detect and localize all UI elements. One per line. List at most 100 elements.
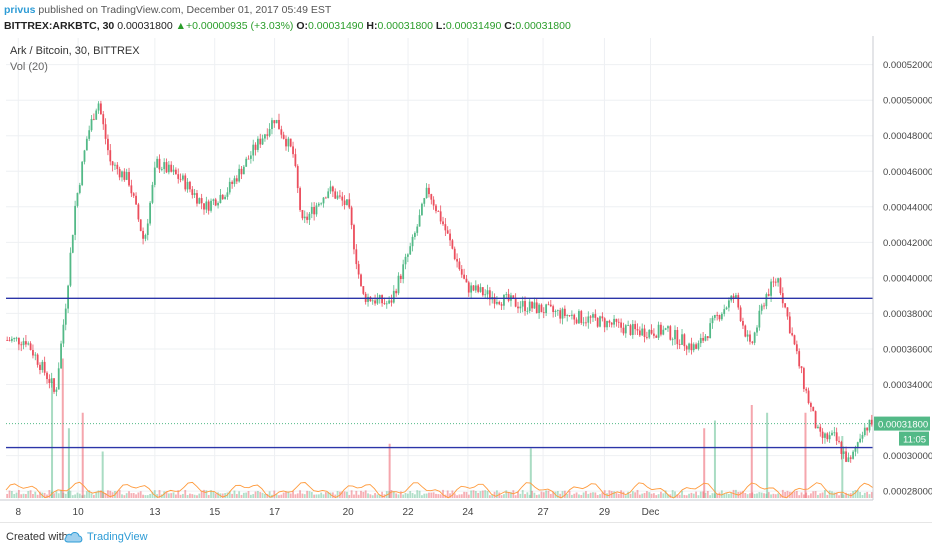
candle-body	[278, 119, 280, 130]
volume-bar	[287, 491, 290, 498]
candle-body	[758, 310, 761, 328]
candle-body	[697, 343, 700, 349]
countdown-label: 11:05	[903, 435, 926, 446]
candle-body	[128, 172, 130, 186]
candle-body	[634, 324, 637, 330]
candle-body	[317, 203, 320, 206]
volume-bar	[587, 493, 590, 498]
created-with-text: Created with	[6, 531, 68, 543]
candle-body	[62, 324, 65, 344]
volume-bar	[331, 492, 334, 498]
volume-bar	[685, 495, 688, 498]
candle-body	[676, 329, 679, 345]
candle-body	[699, 337, 702, 344]
y-tick-label: 0.00036000	[883, 344, 932, 355]
candle-body	[624, 325, 627, 334]
volume-bar	[378, 494, 381, 498]
horizontal-lines[interactable]	[6, 297, 873, 449]
author-link[interactable]: privus	[4, 4, 36, 16]
candle-body	[756, 327, 758, 333]
volume-bar	[92, 494, 95, 498]
candle-body	[706, 336, 709, 339]
candle-body	[585, 322, 587, 324]
volume-bar	[592, 492, 594, 498]
candle-body	[409, 246, 412, 255]
volume-bar	[83, 494, 86, 498]
candle-body	[397, 275, 400, 294]
volume-spike	[81, 412, 84, 498]
candle-body	[207, 201, 210, 211]
volume-bar	[727, 493, 730, 498]
volume-bar	[341, 491, 344, 498]
volume-bar	[322, 494, 325, 498]
volume-bar	[39, 491, 41, 498]
volume-bar	[831, 491, 833, 498]
candle-body	[599, 316, 601, 327]
volume-bar	[519, 493, 522, 498]
candle-body	[556, 310, 559, 312]
candle-body	[228, 181, 231, 193]
candle-body	[645, 336, 648, 338]
candle-body	[69, 252, 72, 286]
volume-bar	[819, 493, 822, 498]
candle-body	[791, 333, 794, 336]
candle-body	[334, 191, 337, 199]
volume-bar	[758, 492, 761, 498]
tradingview-cloud-icon[interactable]	[64, 530, 84, 544]
volume-bar	[655, 495, 658, 498]
candle-body	[78, 185, 81, 193]
tradingview-link[interactable]: TradingView	[87, 531, 148, 543]
x-tick-label: 29	[599, 507, 611, 518]
volume-bar	[240, 494, 243, 498]
volume-bar	[85, 491, 88, 498]
candle-body	[242, 166, 245, 175]
candle-body	[784, 303, 787, 308]
candle-body	[430, 194, 433, 200]
volume-bar	[355, 490, 358, 498]
candle-body	[826, 433, 829, 440]
candle-body	[121, 171, 123, 178]
candle-body	[568, 315, 571, 316]
price-chart[interactable]: 0.00052000 0.00050000 0.00048000 0.00046000…	[0, 36, 932, 522]
volume-bar	[191, 494, 194, 498]
volume-bar	[491, 494, 494, 498]
candle-body	[355, 249, 358, 265]
candle-body	[692, 344, 695, 351]
volume-bar	[259, 492, 262, 498]
candle-body	[503, 294, 505, 306]
volume-bar	[163, 491, 166, 498]
candle-body	[435, 205, 437, 212]
candle-body	[339, 195, 341, 197]
volume-bar	[254, 491, 257, 498]
candle-body	[413, 232, 416, 237]
candle-body	[582, 322, 585, 324]
volume-bar	[756, 493, 758, 498]
candle-body	[146, 223, 149, 236]
volume-bar	[214, 493, 217, 498]
candle-body	[580, 311, 583, 323]
current-price: 0.00031800	[117, 20, 173, 32]
candle-body	[50, 378, 53, 383]
candle-body	[470, 285, 473, 293]
candle-body	[594, 314, 597, 318]
candle-body	[76, 192, 79, 206]
candle-body	[46, 372, 48, 380]
volume-bar	[245, 492, 248, 498]
volume-bar	[629, 493, 632, 498]
volume-bar	[568, 490, 571, 498]
last-price-tag	[874, 416, 930, 431]
footer-bar: Created with TradingView	[0, 522, 932, 551]
volume-spike	[101, 451, 104, 498]
volume-bar	[306, 490, 309, 498]
candle-body	[852, 451, 854, 459]
candle-body	[88, 130, 91, 139]
candle-body	[378, 295, 381, 299]
candle-body	[118, 169, 121, 178]
volume-bar	[299, 490, 301, 498]
volume-bar	[221, 493, 224, 498]
volume-bar	[845, 492, 847, 498]
volume-bar	[235, 494, 238, 498]
volume-bar	[179, 494, 182, 498]
volume-bar	[488, 495, 491, 498]
volume-label: Vol (20)	[10, 61, 48, 73]
